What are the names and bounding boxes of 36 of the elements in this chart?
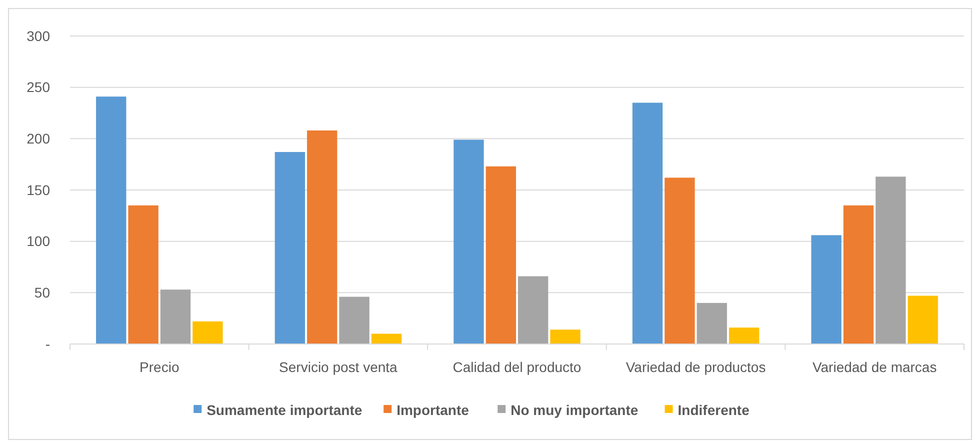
y-tick-label: 300 xyxy=(26,28,50,44)
bar xyxy=(632,102,663,344)
x-tick-label: Calidad del producto xyxy=(452,359,582,375)
bar xyxy=(811,235,842,344)
bar xyxy=(843,205,874,344)
bar xyxy=(192,321,223,344)
bar xyxy=(454,140,484,344)
x-tick-label: Variedad de productos xyxy=(626,359,766,375)
bar xyxy=(96,96,126,344)
x-tick-label: Precio xyxy=(140,359,180,375)
y-tick-label: 200 xyxy=(26,130,50,147)
bar xyxy=(728,328,760,344)
bar xyxy=(696,302,727,344)
bar xyxy=(274,152,306,344)
bar xyxy=(307,130,338,344)
bar xyxy=(550,330,580,344)
bar xyxy=(128,205,158,344)
bar xyxy=(339,296,370,344)
bar xyxy=(371,334,402,344)
legend-label: Indiferente xyxy=(678,402,750,418)
bar xyxy=(486,166,516,344)
x-tick-label: Servicio post venta xyxy=(279,359,398,375)
legend-label: No muy importante xyxy=(510,402,638,418)
x-tick-label: Variedad de marcas xyxy=(812,359,937,375)
y-tick-label: 150 xyxy=(26,182,50,198)
bar xyxy=(664,178,695,344)
y-tick-label: 100 xyxy=(26,233,50,250)
bar xyxy=(518,276,548,344)
y-tick-label: 50 xyxy=(34,284,50,301)
legend-label: Sumamente importante xyxy=(206,402,362,418)
bar xyxy=(160,290,191,344)
legend-label: Importante xyxy=(396,402,470,418)
bar xyxy=(908,296,938,344)
y-tick-label: - xyxy=(45,336,50,352)
bar xyxy=(876,176,906,344)
y-tick-label: 250 xyxy=(26,79,50,96)
